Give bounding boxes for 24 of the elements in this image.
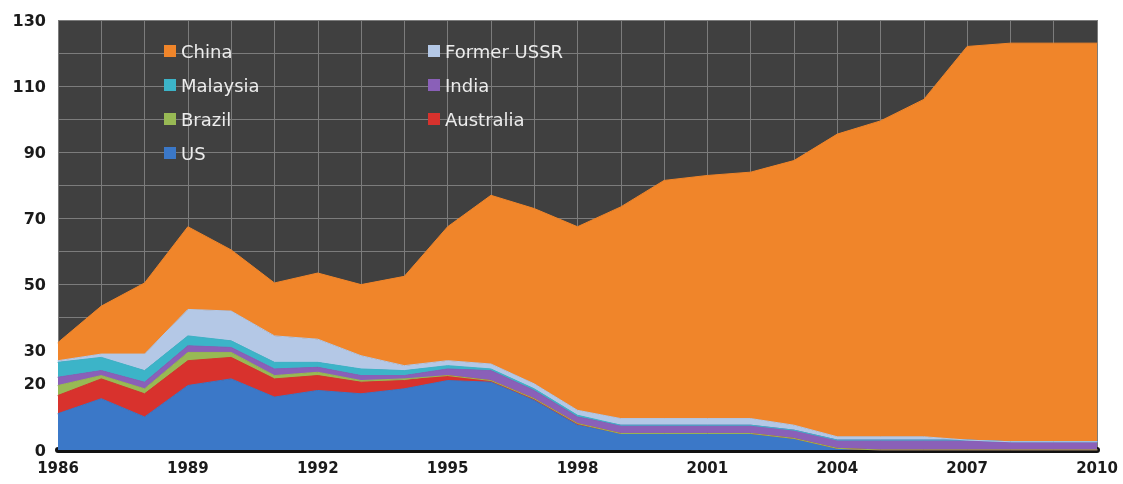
x-tick-label: 2010 [1076, 458, 1118, 477]
y-tick-label: 70 [23, 208, 46, 228]
legend-label: China [181, 40, 233, 62]
y-tick-label: 20 [23, 374, 46, 394]
x-tick-label: 2001 [686, 458, 729, 477]
x-tick-label: 1998 [556, 458, 599, 477]
x-tick-label: 1986 [37, 458, 79, 477]
legend-label: Australia [445, 108, 525, 130]
legend-label: Former USSR [445, 40, 564, 62]
legend-label: Malaysia [181, 74, 260, 96]
x-tick-label: 1989 [167, 458, 209, 477]
x-tick-label: 1992 [296, 458, 339, 477]
y-tick-label: 50 [23, 275, 46, 295]
y-tick-label: 0 [34, 440, 46, 460]
y-tick-label: 90 [23, 142, 46, 162]
y-tick-label: 30 [23, 341, 46, 361]
y-tick-label: 130 [12, 10, 46, 30]
y-tick-label: 110 [12, 76, 46, 96]
x-tick-label: 1995 [426, 458, 469, 477]
legend-label: Brazil [181, 108, 232, 130]
x-tick-label: 2004 [816, 458, 859, 477]
legend-label: US [181, 142, 206, 164]
legend-label: India [445, 74, 490, 96]
x-tick-label: 2007 [946, 458, 988, 477]
